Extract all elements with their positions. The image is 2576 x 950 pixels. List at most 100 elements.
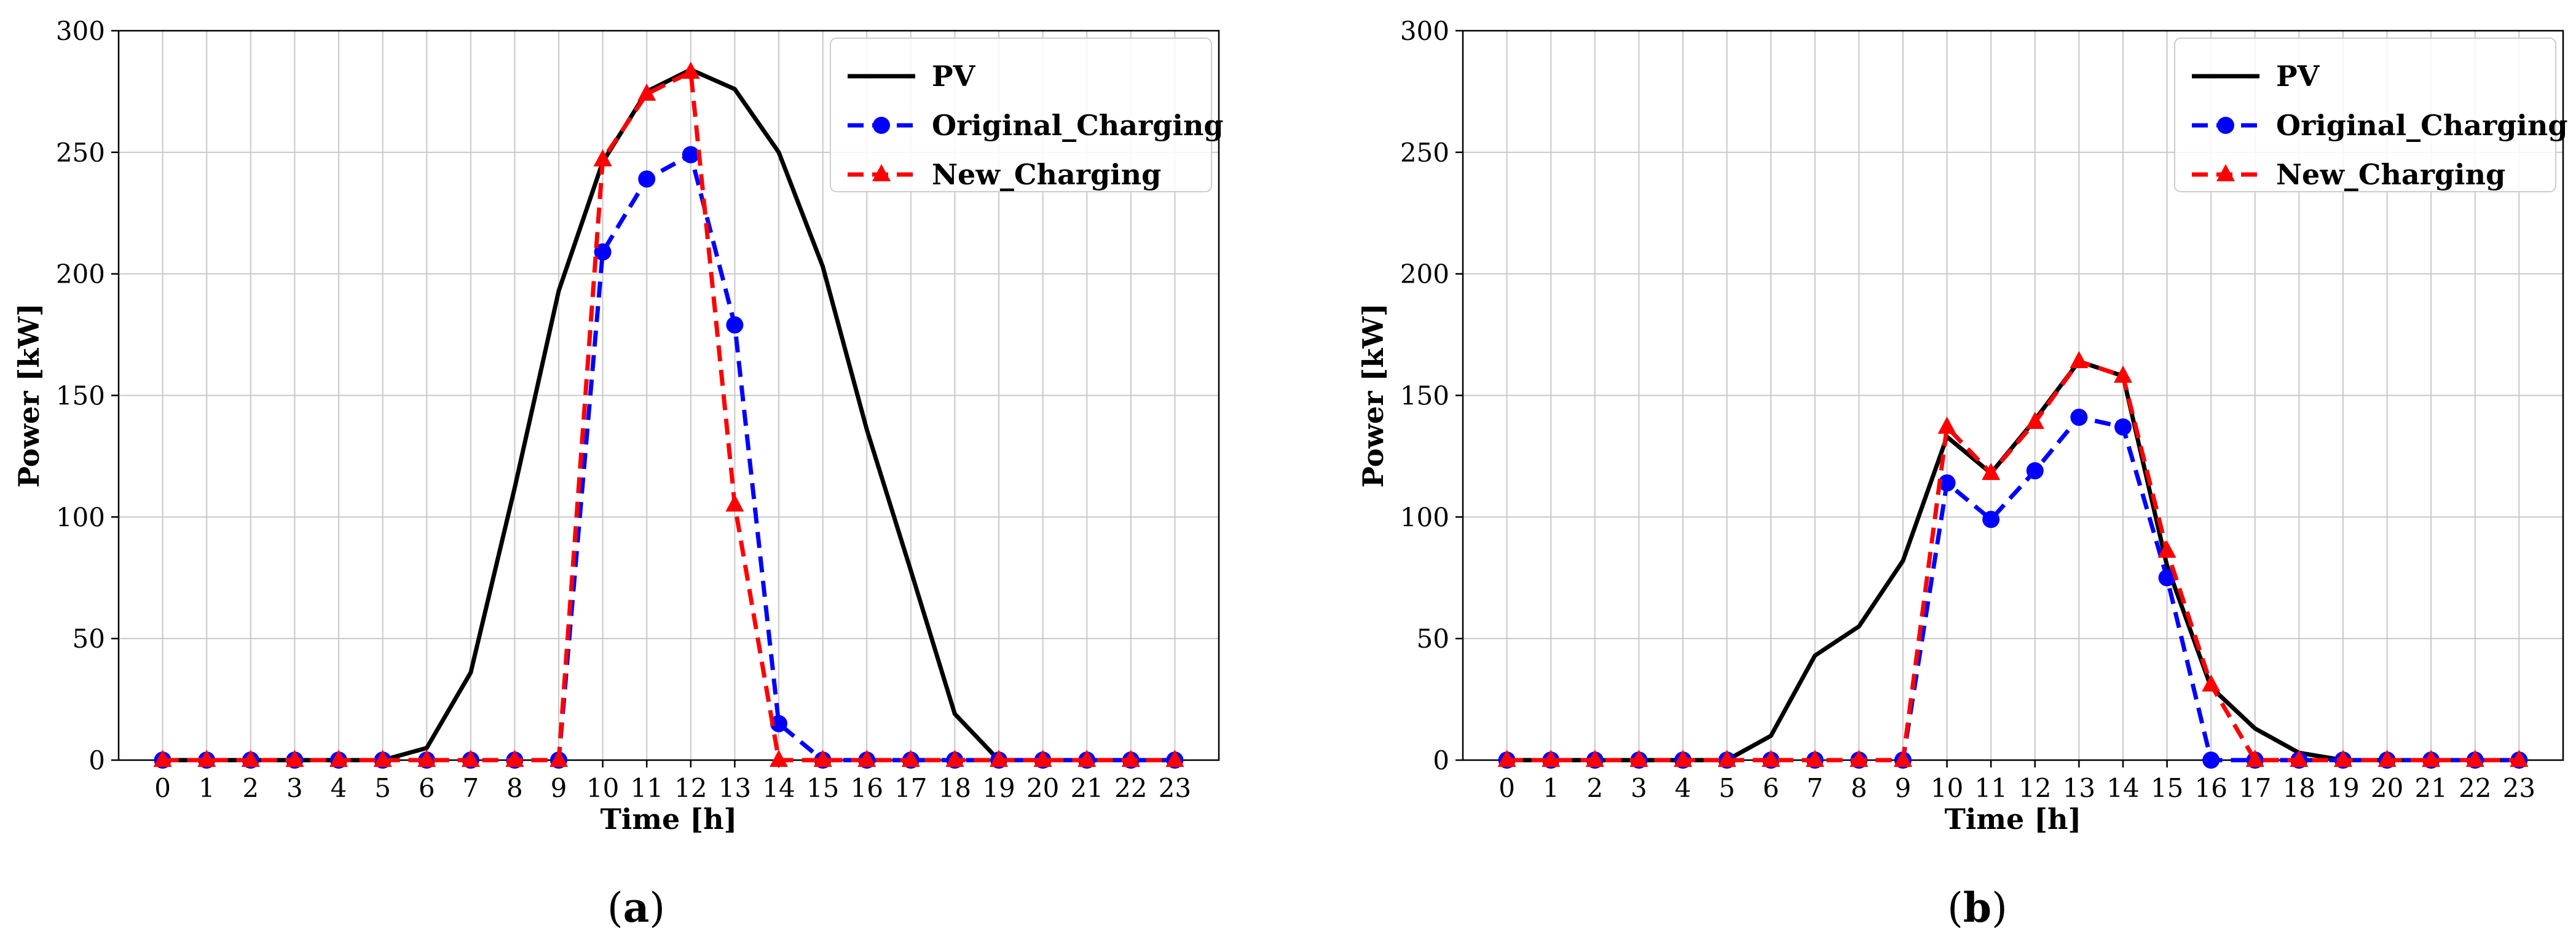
y-tick-label: 0 bbox=[89, 745, 105, 775]
x-tick-label: 8 bbox=[506, 773, 523, 803]
x-tick-label: 2 bbox=[242, 773, 259, 803]
legend: PV Original_Charging New_Charging bbox=[2174, 37, 2568, 192]
y-tick-label: 300 bbox=[56, 16, 105, 46]
x-tick-label: 12 bbox=[2019, 773, 2051, 803]
x-tick-label: 10 bbox=[1931, 773, 1963, 803]
x-tick-label: 17 bbox=[894, 773, 927, 803]
data-point bbox=[990, 750, 1008, 767]
x-axis-label: Time [h] bbox=[1945, 803, 2082, 836]
legend-label: PV bbox=[932, 60, 976, 93]
data-point bbox=[770, 750, 788, 767]
data-point bbox=[1033, 750, 1052, 767]
x-tick-label: 21 bbox=[1070, 773, 1103, 803]
x-tick-label: 1 bbox=[199, 773, 215, 803]
x-tick-label: 15 bbox=[806, 773, 839, 803]
data-point bbox=[461, 750, 480, 767]
data-point bbox=[1762, 750, 1781, 767]
x-tick-label: 16 bbox=[2194, 773, 2227, 803]
legend-label: Original_Charging bbox=[932, 109, 1224, 142]
y-tick-label: 200 bbox=[56, 259, 105, 289]
data-point bbox=[1938, 474, 1956, 492]
data-point bbox=[1805, 750, 1824, 767]
x-tick-label: 20 bbox=[1026, 773, 1059, 803]
x-tick-label: 12 bbox=[674, 773, 707, 803]
data-point bbox=[2070, 409, 2088, 426]
x-tick-label: 3 bbox=[1631, 773, 1647, 803]
series-line bbox=[1507, 415, 2519, 763]
x-tick-label: 1 bbox=[1543, 773, 1559, 803]
chart-panel-b: 0 1 2 3 4 5 6 7 8 9 10 11 12 13 14 15 16 17 18 19 20 21 22 2305… bbox=[1357, 16, 2568, 932]
data-point bbox=[2025, 412, 2044, 430]
panel-caption-letter: b bbox=[1963, 884, 1991, 932]
data-point bbox=[1674, 750, 1692, 767]
legend-marker bbox=[2217, 117, 2234, 134]
x-tick-label: 7 bbox=[1806, 773, 1823, 803]
y-tick-label: 300 bbox=[1400, 16, 1449, 46]
series-line bbox=[162, 69, 1175, 763]
data-point bbox=[1585, 750, 1604, 767]
y-tick-label: 250 bbox=[1400, 138, 1449, 168]
x-tick-label: 4 bbox=[1675, 773, 1692, 803]
data-point bbox=[638, 170, 656, 188]
x-tick-label: 14 bbox=[2106, 773, 2139, 803]
x-tick-label: 18 bbox=[939, 773, 971, 803]
data-point bbox=[725, 494, 744, 512]
data-point bbox=[2114, 365, 2132, 383]
x-tick-label: 9 bbox=[551, 773, 567, 803]
x-tick-label: 20 bbox=[2371, 773, 2403, 803]
legend-label: Original_Charging bbox=[2276, 109, 2568, 142]
y-axis-label: Power [kW] bbox=[1357, 303, 1390, 487]
panel-caption: (a) bbox=[607, 884, 665, 932]
x-axis-label: Time [h] bbox=[601, 803, 738, 836]
x-tick-label: 13 bbox=[719, 773, 751, 803]
data-point bbox=[1542, 750, 1561, 767]
x-tick-label: 13 bbox=[2063, 773, 2095, 803]
x-tick-label: 18 bbox=[2283, 773, 2315, 803]
y-tick-label: 100 bbox=[56, 502, 105, 532]
legend-label: PV bbox=[2276, 60, 2320, 93]
x-tick-label: 14 bbox=[762, 773, 795, 803]
x-tick-label: 5 bbox=[1719, 773, 1735, 803]
legend-box bbox=[2174, 37, 2556, 192]
data-point bbox=[637, 83, 656, 101]
data-point bbox=[1165, 750, 1184, 767]
data-point bbox=[1077, 750, 1097, 767]
y-tick-label: 250 bbox=[56, 138, 105, 168]
data-point bbox=[682, 146, 699, 163]
data-point bbox=[505, 750, 524, 767]
x-tick-label: 19 bbox=[982, 773, 1015, 803]
x-tick-label: 21 bbox=[2414, 773, 2447, 803]
legend-item: Original_Charging bbox=[2192, 109, 2568, 142]
chart-panel-a: 0 1 2 3 4 5 6 7 8 9 10 11 12 13 14 15 16 17 18 19 20 21 22 2305… bbox=[12, 16, 1224, 932]
x-tick-label: 4 bbox=[331, 773, 347, 803]
data-point bbox=[1982, 511, 2000, 528]
data-point bbox=[2202, 752, 2220, 769]
series-original-charging bbox=[1498, 409, 2528, 769]
data-point bbox=[329, 750, 348, 767]
data-point bbox=[2202, 674, 2221, 692]
series-line bbox=[162, 152, 1175, 763]
legend-item: Original_Charging bbox=[848, 109, 1224, 142]
data-point bbox=[549, 750, 568, 767]
data-point bbox=[153, 750, 172, 767]
y-tick-label: 150 bbox=[1400, 381, 1449, 411]
data-point bbox=[857, 750, 876, 767]
panel-caption: (b) bbox=[1947, 884, 2007, 932]
legend-item: New_Charging bbox=[2192, 158, 2505, 191]
data-point bbox=[2510, 750, 2529, 767]
x-tick-label: 0 bbox=[154, 773, 171, 803]
y-tick-label: 50 bbox=[1417, 624, 1449, 654]
legend-marker bbox=[2216, 164, 2235, 181]
x-tick-label: 6 bbox=[1763, 773, 1779, 803]
series-line bbox=[1507, 359, 2519, 763]
data-point bbox=[2158, 569, 2176, 587]
legend-marker bbox=[872, 164, 891, 181]
x-tick-label: 22 bbox=[2459, 773, 2491, 803]
series-pv bbox=[1507, 359, 2519, 763]
data-point bbox=[2465, 750, 2484, 767]
data-point bbox=[373, 750, 392, 767]
x-tick-label: 23 bbox=[2503, 773, 2535, 803]
series-line bbox=[1507, 359, 2519, 763]
x-tick-label: 11 bbox=[1974, 773, 2007, 803]
